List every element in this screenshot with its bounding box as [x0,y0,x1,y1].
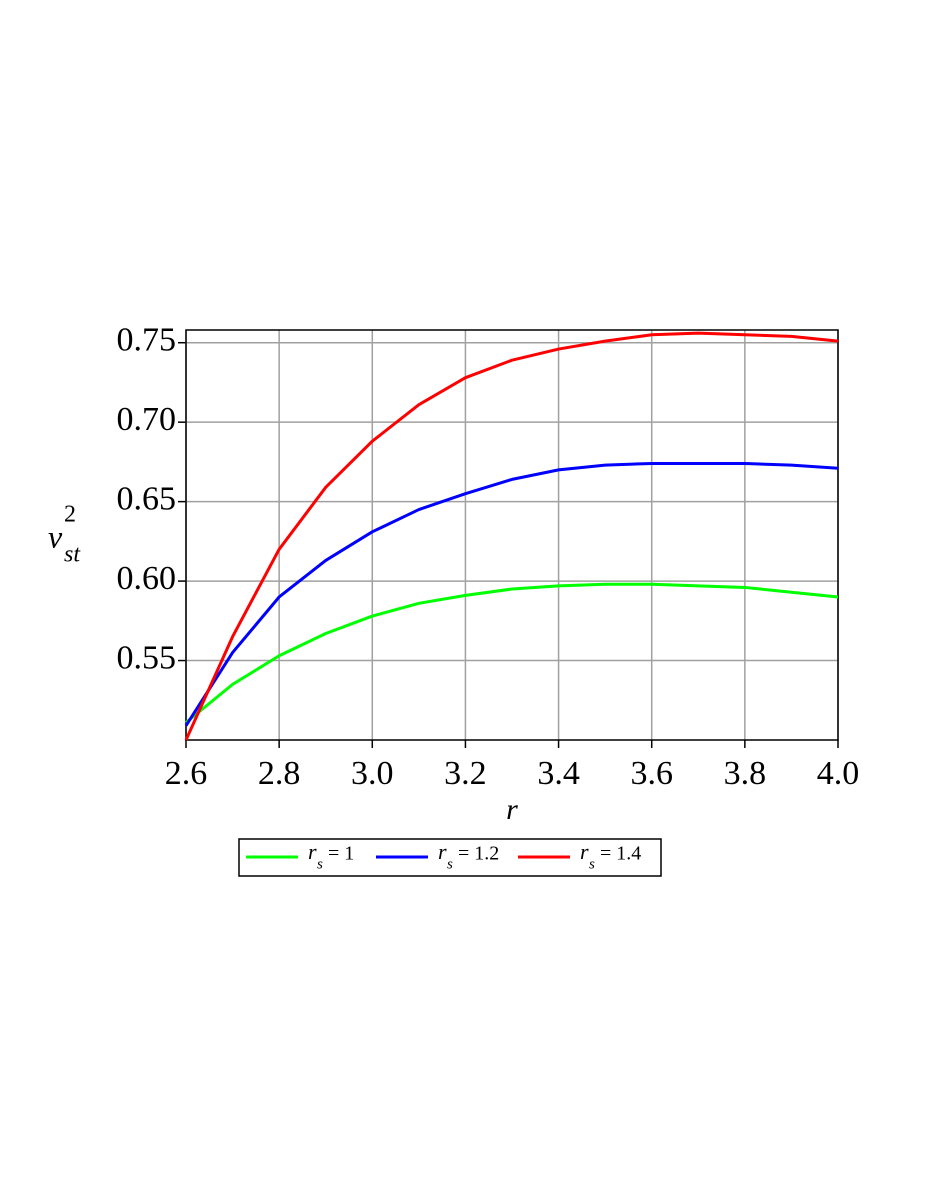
x-tick-label: 3.6 [630,755,673,792]
legend-label-rest: = 1 [328,843,354,865]
legend-label-sub: s [589,856,595,872]
y-tick-label: 0.75 [117,322,177,359]
x-tick-label: 2.8 [258,755,301,792]
y-axis-label-sup: 2 [64,502,76,528]
legend-label-sub: s [447,856,453,872]
x-tick-label: 3.8 [724,755,767,792]
legend-box [238,838,662,877]
y-tick-label: 0.55 [117,639,177,676]
series-line [184,461,839,727]
legend-label-base: r [308,839,317,864]
x-tick-label: 3.0 [351,755,394,792]
series-line [184,331,839,741]
y-axis-label-sub: st [64,542,81,568]
x-tick-label: 4.0 [817,755,860,792]
y-tick-label: 0.60 [117,560,177,597]
y-axis-label-base: v [48,518,63,554]
legend-label-rest: = 1.2 [458,843,499,865]
plot-frame [185,329,839,741]
legend-label-rest: = 1.4 [600,843,641,865]
x-tick-label: 3.2 [444,755,487,792]
x-tick-label: 2.6 [165,755,208,792]
y-tick-label: 0.70 [117,401,177,438]
x-axis-label: r [506,793,518,826]
x-tick-label: 3.4 [537,755,580,792]
y-tick-label: 0.65 [117,480,177,517]
legend-label-sub: s [317,856,323,872]
series-line [185,582,839,724]
legend-label-base: r [438,839,447,864]
legend-label-base: r [580,839,589,864]
